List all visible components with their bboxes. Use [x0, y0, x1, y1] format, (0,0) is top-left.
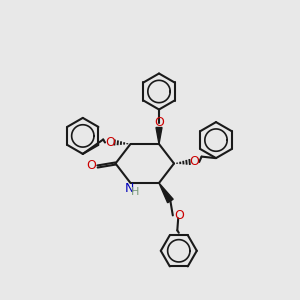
Text: O: O	[174, 209, 184, 222]
Text: O: O	[190, 155, 199, 168]
Text: O: O	[154, 116, 164, 129]
Text: N: N	[125, 182, 135, 195]
Text: O: O	[105, 136, 115, 149]
Polygon shape	[159, 183, 173, 203]
Text: O: O	[86, 159, 96, 172]
Polygon shape	[156, 128, 162, 144]
Text: H: H	[131, 187, 140, 197]
